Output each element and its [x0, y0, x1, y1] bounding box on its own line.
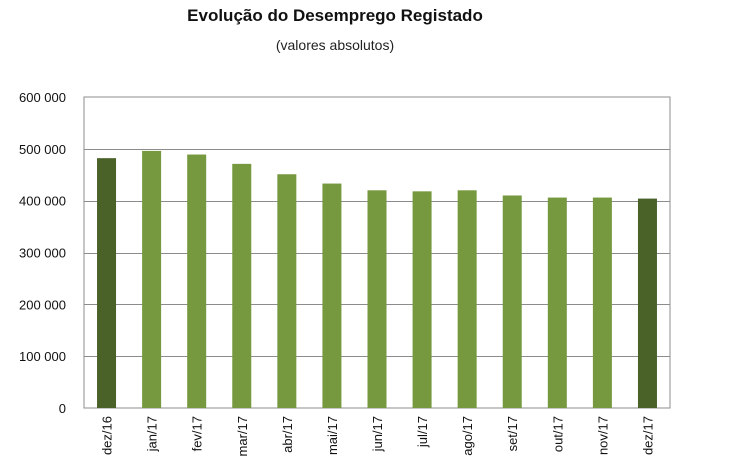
x-tick-label: dez/16 [100, 416, 115, 455]
y-tick-label: 0 [59, 401, 66, 416]
y-tick-label: 100 000 [19, 349, 66, 364]
x-tick-label: abr/17 [280, 416, 295, 453]
chart-subtitle: (valores absolutos) [275, 37, 395, 53]
x-tick-label: jul/17 [415, 416, 430, 448]
bar [502, 195, 522, 408]
bar [412, 191, 432, 408]
bar [322, 183, 342, 408]
bar [367, 190, 387, 408]
bar [457, 190, 477, 408]
y-tick-label: 600 000 [19, 90, 66, 105]
x-axis-ticks: dez/16 jan/17 fev/17 mar/17 abr/17 mai/17 jun/… [100, 416, 656, 456]
y-tick-label: 500 000 [19, 142, 66, 157]
bar [277, 174, 297, 408]
y-tick-label: 300 000 [19, 246, 66, 261]
x-tick-label: ago/17 [460, 416, 475, 456]
chart-title: Evolução do Desemprego Registado [187, 6, 483, 25]
y-axis-ticks: 0 100 000 200 000 300 000 400 000 500 000 600 … [19, 90, 66, 416]
bar [97, 158, 117, 408]
x-tick-label: out/17 [550, 416, 565, 452]
x-tick-label: nov/17 [595, 416, 610, 455]
bar [637, 198, 657, 408]
y-tick-label: 400 000 [19, 194, 66, 209]
bar [232, 163, 252, 408]
x-tick-label: jun/17 [370, 416, 385, 452]
x-tick-label: mar/17 [235, 416, 250, 456]
bar [187, 154, 207, 408]
x-tick-label: dez/17 [640, 416, 655, 455]
y-tick-label: 200 000 [19, 297, 66, 312]
x-tick-label: mai/17 [325, 416, 340, 455]
x-tick-label: fev/17 [190, 416, 205, 451]
x-tick-label: jan/17 [145, 416, 160, 452]
bar-layer [97, 150, 657, 408]
x-tick-label: set/17 [505, 416, 520, 451]
bar [592, 197, 612, 408]
bar [142, 150, 162, 408]
bar [547, 197, 567, 408]
